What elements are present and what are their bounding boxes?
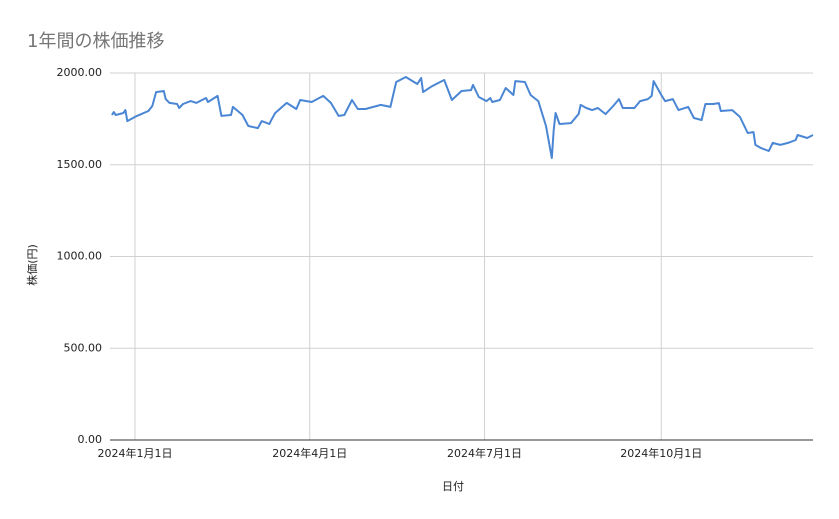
y-tick-label: 1500.00	[57, 158, 103, 171]
x-axis-label: 日付	[442, 480, 464, 493]
x-tick-label: 2024年1月1日	[97, 446, 172, 460]
chart-title: 1年間の株価推移	[27, 31, 164, 52]
y-tick-label: 0.00	[78, 433, 103, 446]
y-tick-label: 500.00	[64, 341, 103, 354]
x-tick-label: 2024年7月1日	[447, 446, 522, 460]
x-tick-label: 2024年10月1日	[620, 446, 702, 460]
y-axis-label: 株価(円)	[25, 244, 39, 286]
y-tick-label: 2000.00	[57, 66, 103, 79]
y-tick-label: 1000.00	[57, 250, 103, 263]
price-line	[111, 76, 814, 159]
x-tick-label: 2024年4月1日	[272, 446, 347, 460]
